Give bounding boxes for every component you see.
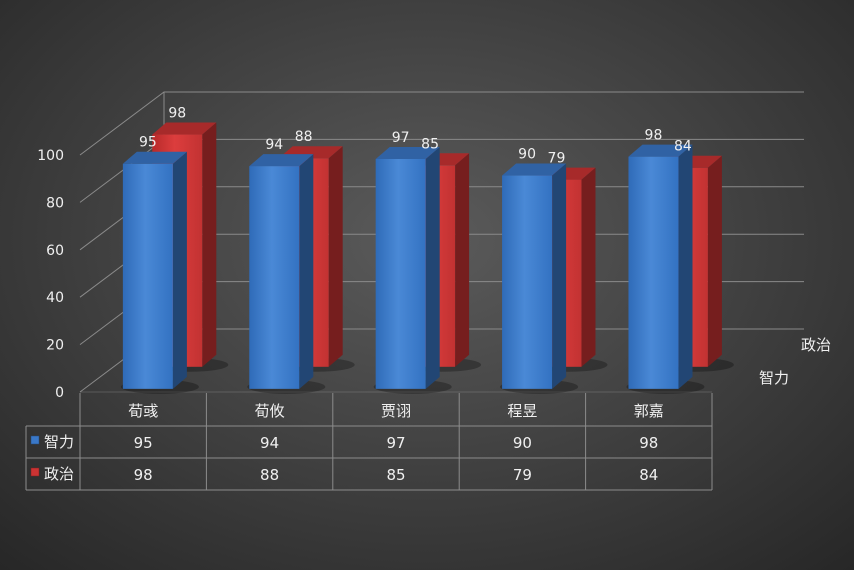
table-cell: 98 xyxy=(639,434,658,452)
data-label: 98 xyxy=(645,128,663,144)
y-tick-label: 60 xyxy=(46,243,64,259)
legend-key xyxy=(30,435,40,445)
bar-side xyxy=(328,146,343,367)
bar-front xyxy=(375,158,426,389)
bar-front xyxy=(502,175,553,389)
bar-top xyxy=(122,151,187,164)
table-cell: 90 xyxy=(513,434,532,452)
bar-front xyxy=(628,156,679,389)
series-axis-label: 智力 xyxy=(759,369,789,387)
data-label: 98 xyxy=(168,106,186,122)
data-label: 95 xyxy=(139,135,157,151)
table-cell: 94 xyxy=(260,434,279,452)
bar-side xyxy=(581,167,596,367)
table-category-header: 荀攸 xyxy=(255,402,285,420)
bar-side xyxy=(707,155,722,367)
table-category-header: 贾诩 xyxy=(381,402,411,420)
table-cell: 79 xyxy=(513,466,532,484)
table-cell: 88 xyxy=(260,466,279,484)
bar-side xyxy=(299,154,314,389)
y-tick-label: 40 xyxy=(46,290,64,306)
bar-top xyxy=(249,154,314,167)
table-category-header: 荀彧 xyxy=(128,402,158,420)
bar-side xyxy=(455,153,470,367)
bar-side xyxy=(678,144,693,389)
bar-zhili xyxy=(626,144,705,394)
bar-zhili xyxy=(120,151,199,394)
y-tick-label: 100 xyxy=(37,148,64,164)
y-tick-label: 80 xyxy=(46,195,64,211)
bar-top xyxy=(628,144,693,157)
y-tick-label: 20 xyxy=(46,338,64,354)
data-label: 79 xyxy=(548,151,566,167)
y-tick-label: 0 xyxy=(55,385,64,401)
bar-top xyxy=(502,163,567,176)
bar-top xyxy=(152,122,217,135)
bars-layer xyxy=(120,122,734,394)
bar-zhili xyxy=(500,163,579,394)
table-cell: 98 xyxy=(134,466,153,484)
series-axis-label: 政治 xyxy=(801,336,831,354)
table-cell: 95 xyxy=(134,434,153,452)
data-label: 90 xyxy=(518,147,536,163)
table-category-header: 郭嘉 xyxy=(634,402,664,420)
table-cell: 84 xyxy=(639,466,658,484)
data-label: 97 xyxy=(392,130,410,146)
data-label: 94 xyxy=(265,137,283,153)
table-cell: 85 xyxy=(386,466,405,484)
legend-key xyxy=(30,467,40,477)
bar-side xyxy=(172,151,187,389)
data-label: 84 xyxy=(674,139,692,155)
bar-zhili xyxy=(373,147,452,394)
table-category-header: 程昱 xyxy=(507,402,537,420)
bar-front xyxy=(249,166,300,389)
bar-top xyxy=(375,147,440,159)
bar-side xyxy=(552,163,567,389)
bar-side xyxy=(425,147,440,389)
table-series-name: 政治 xyxy=(44,465,74,483)
bar-front xyxy=(122,163,173,389)
data-label: 88 xyxy=(295,129,313,145)
bar-side xyxy=(202,122,217,367)
table-series-name: 智力 xyxy=(44,433,74,451)
table-cell: 97 xyxy=(386,434,405,452)
bar-zhili xyxy=(247,154,326,394)
data-label: 85 xyxy=(421,136,439,152)
